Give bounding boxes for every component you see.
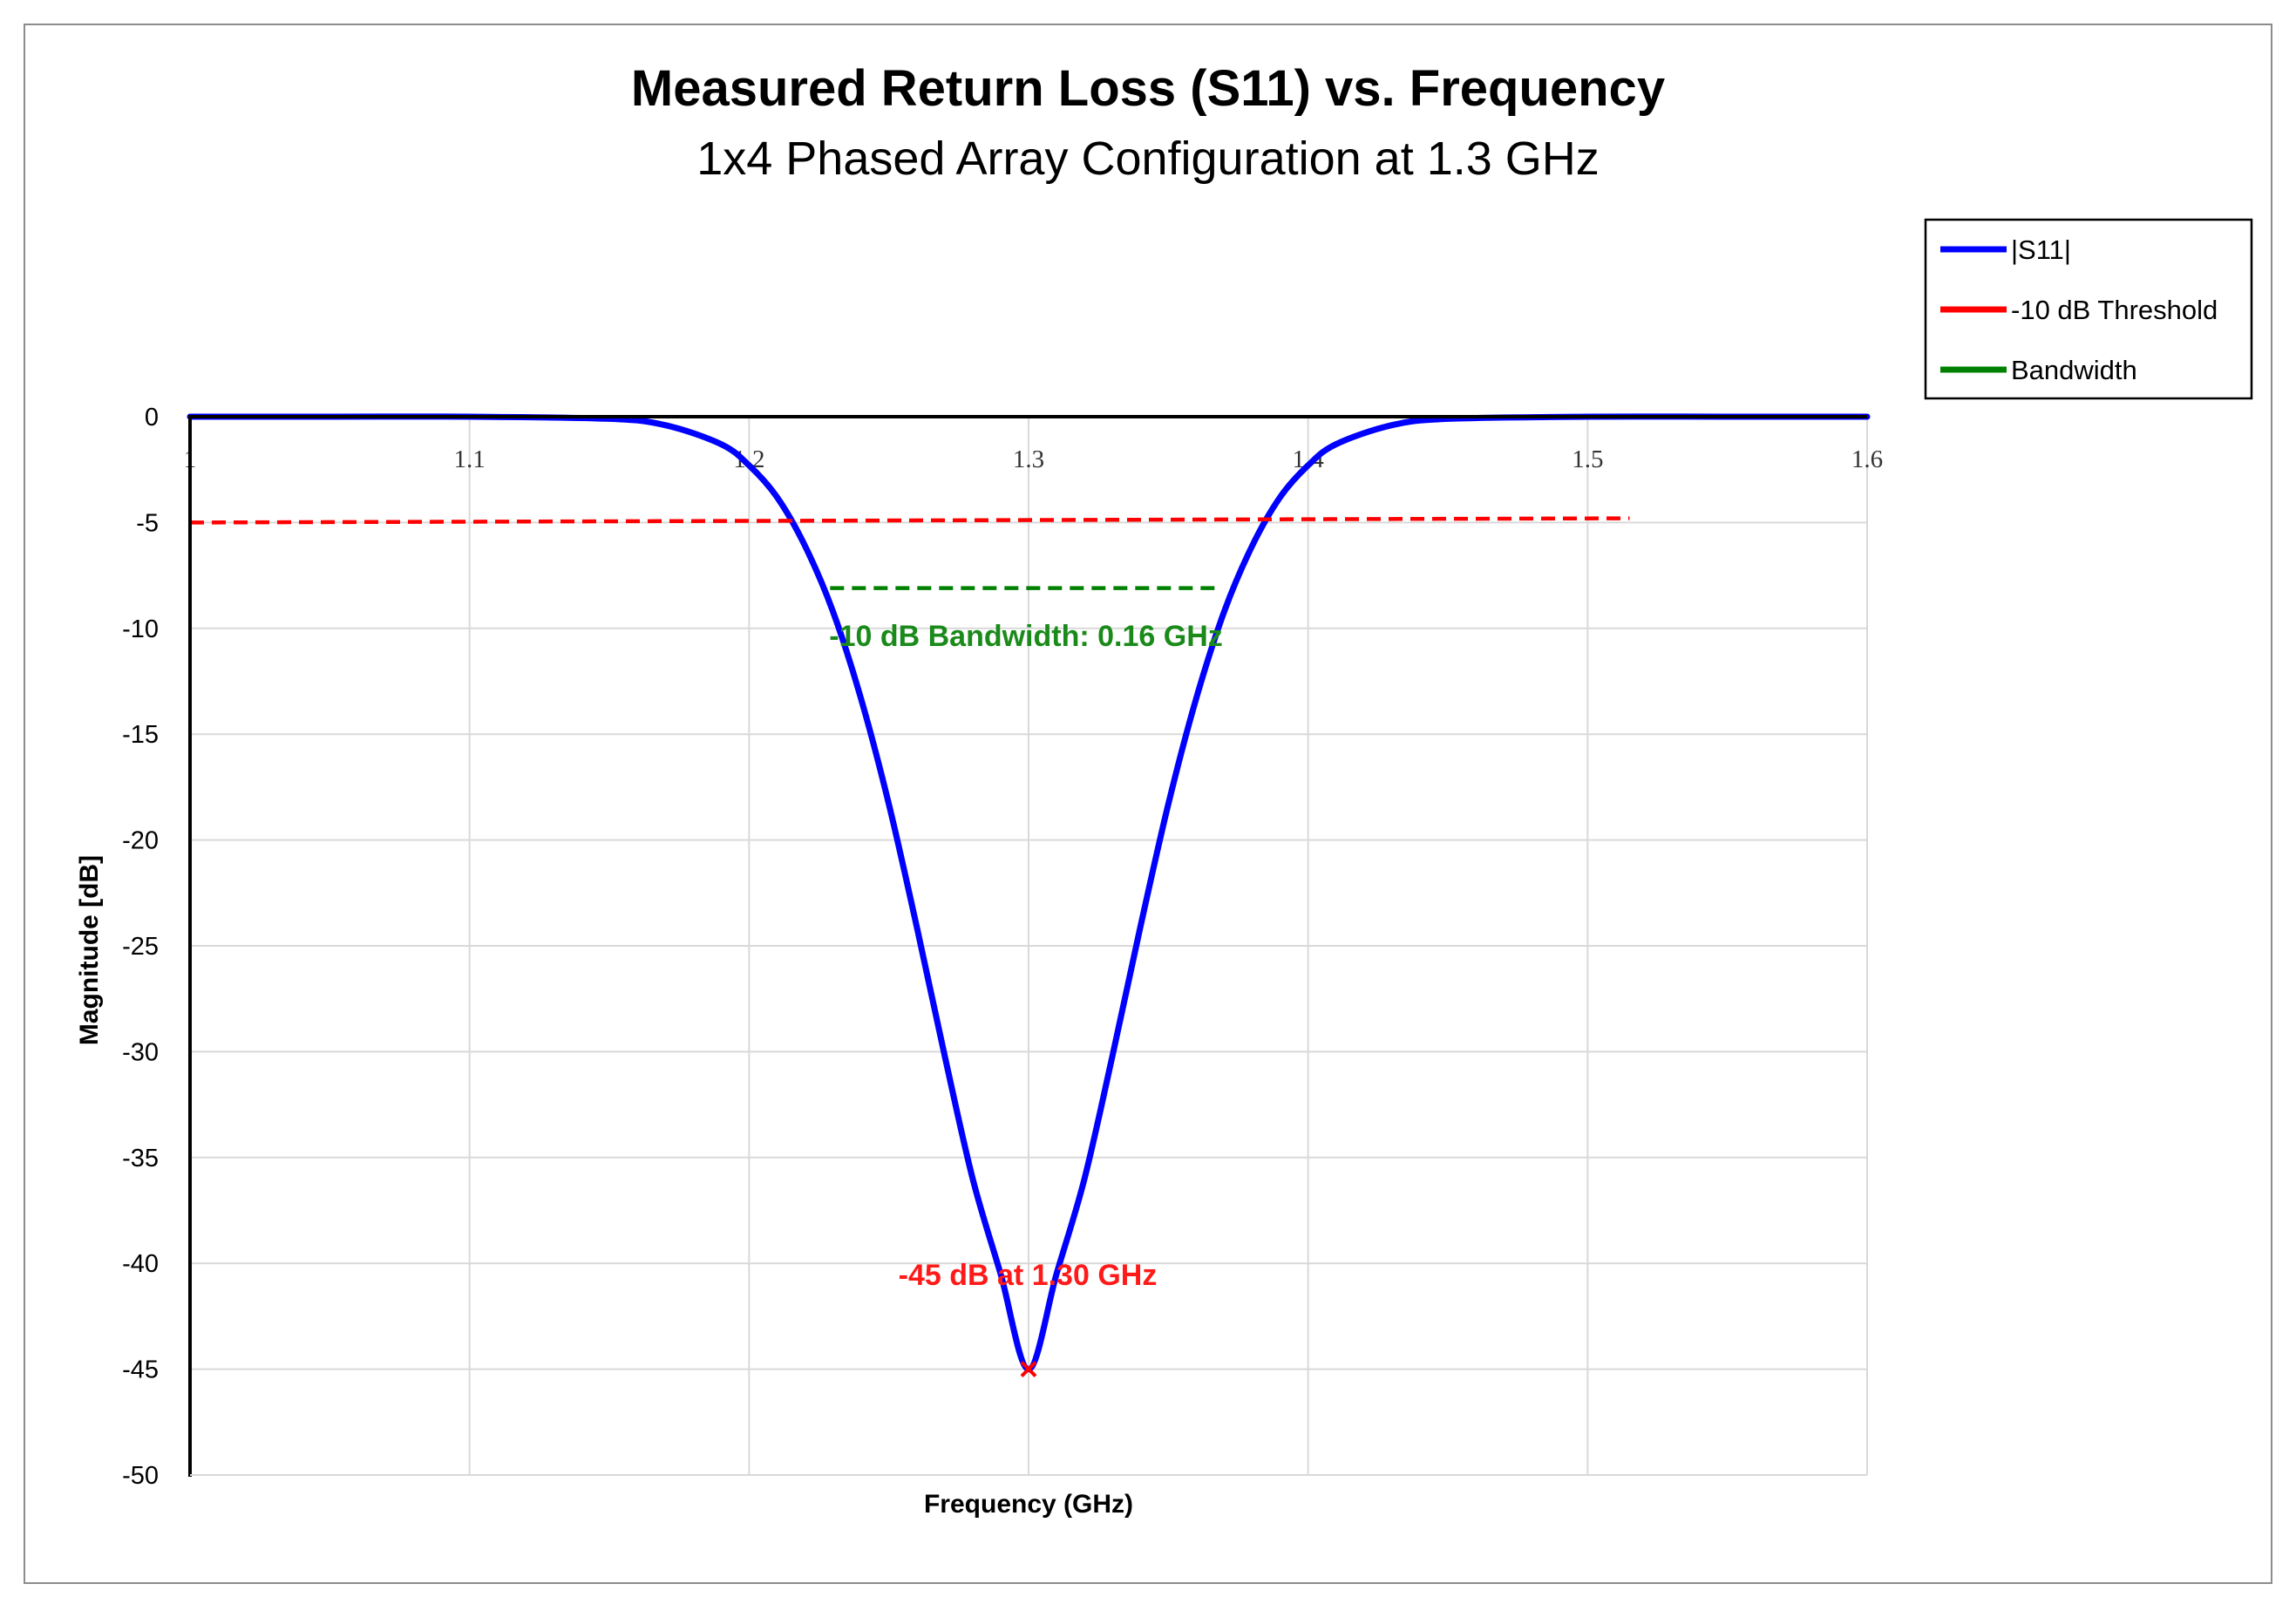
x-axis-label: Frequency (GHz) bbox=[924, 1490, 1133, 1519]
chart-subtitle: 1x4 Phased Array Configuration at 1.3 GH… bbox=[696, 133, 1600, 185]
x-tick-labels: 11.11.21.31.41.51.6 bbox=[184, 445, 1883, 473]
y-tick-label: -20 bbox=[122, 827, 159, 855]
series-line-1 bbox=[189, 516, 1630, 525]
y-tick-label: -5 bbox=[136, 509, 159, 537]
bandwidth-annotation: -10 dB Bandwidth: 0.16 GHz bbox=[829, 620, 1223, 653]
legend-label-2: Bandwidth bbox=[2011, 355, 2137, 385]
x-tick-label: 1.3 bbox=[1013, 445, 1044, 473]
x-tick-label: 1.6 bbox=[1851, 445, 1883, 473]
chart-title: Measured Return Loss (S11) vs. Frequency bbox=[631, 60, 1665, 117]
y-tick-label: -30 bbox=[122, 1038, 159, 1066]
x-tick-label: 1.1 bbox=[454, 445, 486, 473]
y-axis-label: Magnitude [dB] bbox=[75, 855, 104, 1045]
y-tick-label: 0 bbox=[145, 404, 159, 432]
minimum-annotation: -45 dB at 1.30 GHz bbox=[899, 1259, 1158, 1292]
marker-stroke bbox=[1020, 1361, 1037, 1378]
legend-label-0: |S11| bbox=[2011, 235, 2071, 265]
y-tick-labels: 0 -5 -10 -15 -20 -25 -30 -35 -40 -45 -50 bbox=[122, 404, 159, 1490]
gridlines bbox=[190, 417, 1868, 1475]
y-tick-label: -10 bbox=[122, 615, 159, 643]
x-tick-label: 1.5 bbox=[1572, 445, 1603, 473]
y-tick-label: -25 bbox=[122, 933, 159, 961]
y-tick-label: -35 bbox=[122, 1145, 159, 1173]
legend: |S11| -10 dB Threshold Bandwidth bbox=[1924, 218, 2253, 400]
chart-frame bbox=[24, 24, 2272, 1584]
y-tick-label: -50 bbox=[122, 1462, 159, 1490]
y-tick-label: -15 bbox=[122, 721, 159, 749]
legend-label-1: -10 dB Threshold bbox=[2011, 295, 2218, 325]
y-tick-label: -45 bbox=[122, 1356, 159, 1384]
axes bbox=[188, 415, 1867, 1477]
y-tick-label: -40 bbox=[122, 1250, 159, 1278]
minimum-marker bbox=[1020, 1361, 1037, 1378]
